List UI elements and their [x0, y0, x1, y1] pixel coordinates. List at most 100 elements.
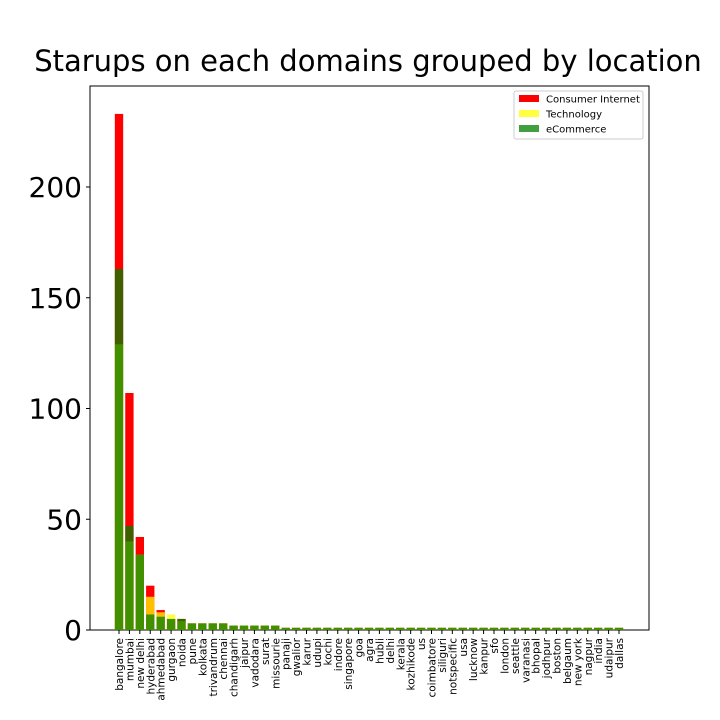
x-tick-label: london: [499, 638, 511, 674]
x-tick-label: udaipur: [604, 637, 616, 678]
bar: [323, 627, 332, 630]
x-tick-label: new delhi: [135, 638, 147, 689]
bar: [416, 627, 426, 630]
bar: [229, 625, 238, 630]
bar: [458, 627, 467, 630]
plot-frame: [89, 85, 650, 631]
x-tick-label: jodhpur: [541, 637, 553, 679]
x-tick-label: bangalore: [114, 638, 126, 691]
legend-swatch: [519, 125, 539, 132]
x-tick-label: hyderabad: [145, 638, 157, 695]
bar: [521, 627, 530, 630]
x-tick-label: india: [593, 638, 605, 664]
x-tick-label: kerala: [395, 638, 407, 670]
bar: [302, 627, 311, 630]
x-tick-label: bhopal: [531, 638, 543, 674]
x-tick-label: chennai: [218, 638, 230, 680]
bar: [489, 627, 499, 630]
x-tick-label: karur: [302, 637, 314, 665]
y-tick-label: 200: [29, 171, 82, 204]
x-tick-label: chandigarh: [229, 638, 241, 697]
bar: [271, 625, 280, 630]
x-tick-label: boston: [552, 638, 564, 674]
x-tick-label: hubli: [374, 638, 386, 664]
bar: [208, 623, 217, 630]
x-tick-label: mumbai: [124, 638, 136, 681]
x-tick-label: varanasi: [520, 638, 532, 683]
legend-box: [513, 90, 644, 140]
x-tick-label: ahmedabad: [156, 638, 168, 701]
bar: [260, 625, 269, 630]
legend-label: eCommerce: [546, 125, 606, 136]
bar: [406, 627, 415, 630]
x-tick-label: coimbatore: [427, 638, 439, 698]
x-tick-label: goa: [354, 638, 366, 658]
x-tick-label: siliguri: [437, 638, 449, 673]
bar: [427, 627, 436, 630]
x-tick-label: nagpur: [583, 637, 595, 675]
bar: [469, 627, 478, 630]
x-tick-label: jaipur: [239, 637, 251, 669]
bar: [573, 627, 582, 630]
x-tick-label: dallas: [614, 638, 626, 669]
x-tick-label: kolkata: [197, 638, 209, 676]
bar: [156, 616, 165, 630]
bar: [333, 627, 342, 630]
bar: [239, 625, 249, 630]
x-tick-label: us: [416, 638, 428, 650]
bar: [312, 627, 322, 630]
bar: [187, 623, 197, 630]
x-tick-label: sfo: [489, 638, 501, 654]
bar: [541, 627, 551, 630]
x-tick-label: delhi: [385, 638, 397, 664]
bar: [614, 627, 624, 630]
bar: [125, 525, 134, 630]
bar: [594, 627, 603, 630]
x-tick-label: noida: [177, 638, 189, 667]
y-tick-label: 50: [46, 503, 82, 536]
bar: [500, 627, 509, 630]
bar: [552, 627, 561, 630]
bar: [135, 554, 144, 630]
x-tick-label: notspecific: [447, 638, 459, 695]
bar: [479, 627, 488, 630]
bar: [219, 623, 228, 630]
legend-swatch: [519, 95, 539, 102]
bar: [396, 627, 405, 630]
bar: [531, 627, 540, 630]
y-tick-label: 0: [64, 614, 82, 647]
x-tick-label: indore: [333, 638, 345, 671]
x-tick-label: gwalior: [291, 637, 303, 676]
x-tick-label: singapore: [343, 638, 355, 690]
bar: [562, 627, 572, 630]
x-tick-label: vadodara: [249, 638, 261, 688]
bar: [166, 618, 176, 630]
bar: [364, 627, 374, 630]
bar: [385, 627, 394, 630]
x-tick-label: lucknow: [468, 638, 480, 682]
bar: [291, 627, 301, 630]
x-tick-label: kochi: [322, 638, 334, 665]
legend-swatch: [519, 110, 539, 117]
bar: [437, 627, 447, 630]
x-tick-label: udupi: [312, 638, 324, 668]
bar: [510, 627, 519, 630]
x-tick-label: pune: [187, 638, 199, 664]
bar: [114, 268, 124, 630]
x-tick-label: surat: [260, 638, 272, 665]
x-tick-label: belgaum: [562, 638, 574, 684]
bar: [344, 627, 353, 630]
legend-label: Technology: [545, 110, 602, 121]
bar: [604, 627, 613, 630]
bar: [177, 618, 186, 630]
x-tick-label: new york: [572, 637, 584, 686]
bar: [146, 614, 155, 630]
x-tick-label: kozhikode: [406, 638, 418, 690]
bar: [198, 623, 207, 630]
bar: [146, 596, 155, 630]
x-tick-label: trivandrum: [208, 638, 220, 697]
x-tick-label: panaji: [281, 638, 293, 670]
legend-label: Consumer Internet: [546, 95, 640, 106]
x-tick-label: agra: [364, 638, 376, 662]
